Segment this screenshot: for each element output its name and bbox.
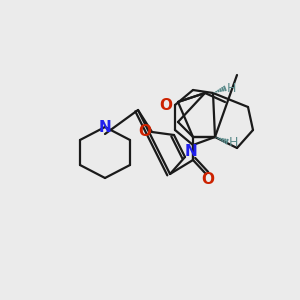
Text: O: O <box>202 172 214 187</box>
Text: H: H <box>227 82 236 94</box>
Text: N: N <box>184 145 197 160</box>
Text: O: O <box>139 124 152 139</box>
Text: N: N <box>99 121 111 136</box>
Text: O: O <box>160 98 172 112</box>
Text: H: H <box>229 136 238 148</box>
